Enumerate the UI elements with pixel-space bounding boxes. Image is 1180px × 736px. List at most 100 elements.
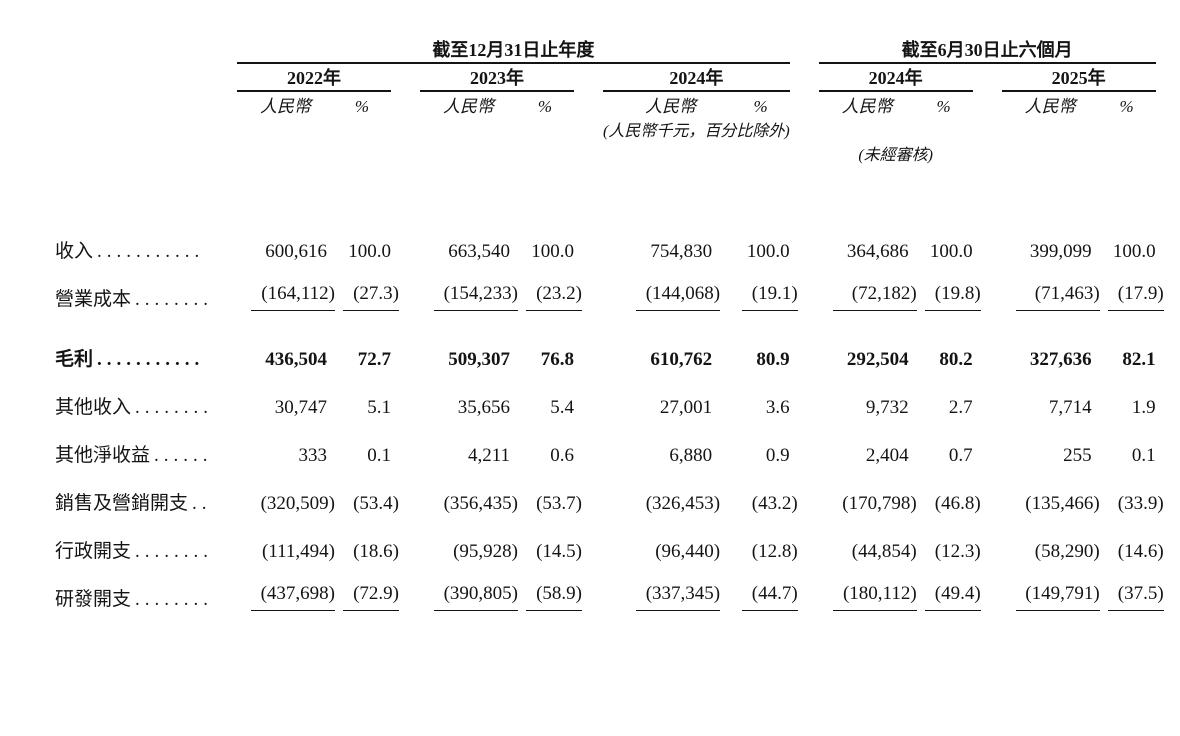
- value-percent: (23.2): [510, 263, 582, 311]
- value-text: 0.7: [948, 445, 973, 466]
- value-rmb: 255: [1002, 419, 1092, 467]
- value-rmb: 30,747: [237, 371, 327, 419]
- spacer: [973, 141, 1156, 165]
- value-text: 5.4: [550, 397, 574, 418]
- value-text: (23.2): [526, 283, 582, 311]
- row-label-text: 營業成本: [55, 289, 132, 310]
- value-text: 100.0: [531, 241, 574, 262]
- spacer: [55, 63, 237, 91]
- value-rmb: (95,928): [420, 515, 518, 563]
- value-text: (44,854): [851, 541, 917, 562]
- value-rmb: (320,509): [237, 467, 335, 515]
- value-text: (170,798): [842, 493, 917, 514]
- value-percent: 100.0: [712, 215, 790, 263]
- row-label-text: 研發開支: [55, 589, 132, 610]
- dot-leader: ......: [154, 445, 213, 466]
- table-row: 銷售及營銷開支.. (320,509) (53.4) (356,435) (53.7) (…: [55, 467, 1164, 515]
- table-row: 其他淨收益...... 333 0.1 4,211 0.6 6,880 0.9 2,404 0.…: [55, 419, 1156, 467]
- value-text: 100.0: [348, 241, 391, 262]
- value-text: 30,747: [274, 397, 327, 418]
- row-label-text: 其他收入: [55, 397, 132, 418]
- unit-header-pct-2025-interim: %: [1119, 97, 1134, 116]
- table-row: 營業成本........ (164,112) (27.3) (154,233) (23.…: [55, 263, 1164, 311]
- value-text: 3.6: [765, 397, 790, 418]
- value-rmb: 364,686: [819, 215, 909, 263]
- value-text: (95,928): [453, 541, 518, 562]
- value-percent: (58.9): [510, 563, 582, 611]
- unit-header-rmb-2023: 人民幣: [443, 97, 494, 116]
- note-unaudited: (未經審核): [858, 147, 933, 164]
- value-rmb: 9,732: [819, 371, 909, 419]
- value-text: 327,636: [1029, 349, 1092, 370]
- row-label-text: 銷售及營銷開支: [55, 493, 189, 514]
- unit-header-pct-2024: %: [753, 97, 768, 116]
- value-rmb: 436,504: [237, 311, 327, 371]
- value-text: (37.5): [1107, 583, 1164, 611]
- value-percent: 100.0: [510, 215, 574, 263]
- value-text: (14.6): [1117, 541, 1164, 562]
- value-text: (356,435): [443, 493, 518, 514]
- value-rmb: 292,504: [819, 311, 909, 371]
- value-text: (437,698): [251, 583, 335, 611]
- value-rmb: (111,494): [237, 515, 335, 563]
- column-gap: [574, 371, 603, 419]
- value-percent: (14.5): [510, 515, 582, 563]
- value-text: 2,404: [865, 445, 909, 466]
- column-gap: [790, 91, 819, 117]
- value-text: (58.9): [526, 583, 582, 611]
- value-rmb: 333: [237, 419, 328, 467]
- value-percent: 0.9: [712, 419, 790, 467]
- value-rmb: (144,068): [603, 263, 721, 311]
- unit-header-pct-2022: %: [354, 97, 369, 116]
- value-percent: (33.9): [1092, 467, 1164, 515]
- value-text: 9,732: [865, 397, 909, 418]
- value-text: (46.8): [934, 493, 981, 514]
- value-text: 80.9: [756, 349, 790, 370]
- year-header-2024-interim: 2024年: [818, 63, 973, 92]
- value-text: (53.7): [536, 493, 582, 514]
- value-text: (49.4): [924, 583, 981, 611]
- value-text: (135,466): [1025, 493, 1100, 514]
- value-text: (44.7): [741, 583, 798, 611]
- value-text: (18.6): [353, 541, 399, 562]
- value-percent: (72.9): [327, 563, 399, 611]
- value-text: (58,290): [1034, 541, 1100, 562]
- row-label-text: 其他淨收益: [55, 445, 151, 466]
- value-text: 76.8: [540, 349, 574, 370]
- row-label-text: 毛利: [55, 349, 94, 370]
- dot-leader: ...........: [97, 241, 205, 262]
- row-label-text: 行政開支: [55, 541, 132, 562]
- column-gap: [973, 419, 1002, 467]
- column-gap: [574, 91, 603, 117]
- table-body: 收入........... 600,616 100.0 663,540 100.0 754…: [55, 215, 1164, 611]
- value-rmb: (58,290): [1002, 515, 1100, 563]
- value-text: (17.9): [1107, 283, 1164, 311]
- year-header-2022: 2022年: [237, 63, 391, 92]
- column-gap: [973, 311, 1002, 371]
- value-rmb: 6,880: [603, 419, 712, 467]
- value-percent: (14.6): [1092, 515, 1164, 563]
- value-percent: 0.1: [327, 419, 391, 467]
- unit-header-rmb-2025-interim: 人民幣: [1024, 97, 1076, 116]
- column-gap: [574, 419, 603, 467]
- value-rmb: (180,112): [819, 563, 917, 611]
- value-percent: (12.8): [712, 515, 798, 563]
- financial-statement-page: 截至12月31日止年度 截至6月30日止六個月 2022年 2023年 2024…: [0, 36, 1180, 736]
- unit-header-rmb-2022: 人民幣: [260, 97, 311, 116]
- value-rmb: 2,404: [819, 419, 909, 467]
- table-row: 收入........... 600,616 100.0 663,540 100.0 754…: [55, 215, 1156, 263]
- spacer: [55, 141, 819, 165]
- unit-header-rmb-2024-interim: 人民幣: [841, 97, 893, 116]
- value-rmb: 610,762: [603, 311, 712, 371]
- value-text: 610,762: [650, 349, 713, 370]
- year-header-2023: 2023年: [420, 63, 574, 92]
- value-text: 600,616: [265, 241, 327, 262]
- value-percent: (19.8): [909, 263, 981, 311]
- spacer: [55, 165, 1156, 215]
- value-text: 1.9: [1131, 397, 1156, 418]
- table-row: 其他收入........ 30,747 5.1 35,656 5.4 27,001 3.6 9…: [55, 371, 1156, 419]
- column-gap: [574, 215, 603, 263]
- value-text: (390,805): [434, 583, 518, 611]
- column-gap: [790, 215, 819, 263]
- value-text: (43.2): [751, 493, 798, 514]
